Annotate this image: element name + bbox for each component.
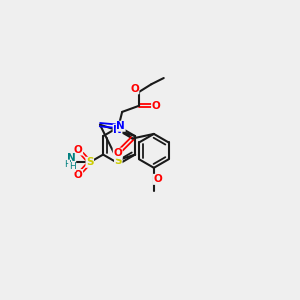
Text: S: S xyxy=(86,157,94,167)
Text: S: S xyxy=(115,156,122,166)
Text: O: O xyxy=(74,145,82,155)
Text: O: O xyxy=(152,101,161,111)
Text: O: O xyxy=(74,169,82,180)
Text: H: H xyxy=(64,160,71,169)
Text: N: N xyxy=(67,153,76,164)
Text: N: N xyxy=(113,124,122,135)
Text: O: O xyxy=(130,84,139,94)
Text: O: O xyxy=(113,148,122,158)
Text: H: H xyxy=(69,162,75,171)
Text: O: O xyxy=(153,174,162,184)
Text: N: N xyxy=(116,121,125,131)
